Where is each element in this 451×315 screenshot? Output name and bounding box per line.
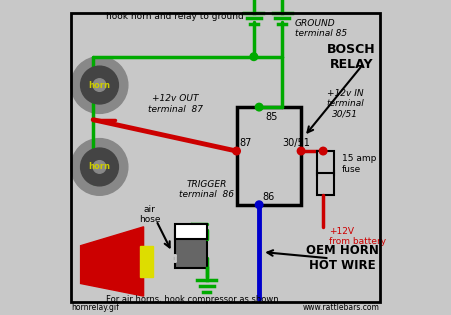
Circle shape [319,147,327,155]
Text: hook horn and relay to ground: hook horn and relay to ground [106,12,244,21]
Bar [175,224,207,239]
Circle shape [93,161,106,173]
Bar [140,246,153,277]
Circle shape [93,79,106,91]
Text: www.rattlebars.com: www.rattlebars.com [303,303,380,312]
Bar [175,230,207,268]
Circle shape [71,57,128,113]
Text: 15 amp
fuse: 15 amp fuse [342,154,377,174]
Text: BOSCH
RELAY: BOSCH RELAY [327,43,376,71]
Text: +12v IN
terminal
30/51: +12v IN terminal 30/51 [327,89,364,119]
Bar [236,107,301,205]
Text: 85: 85 [266,112,278,122]
Circle shape [81,148,119,186]
Text: horn: horn [88,81,110,89]
Text: OEM HORN
HOT WIRE: OEM HORN HOT WIRE [306,244,378,272]
Text: horn: horn [88,163,110,171]
Circle shape [250,53,258,60]
Bar [317,151,334,195]
Text: air
hose: air hose [139,204,161,224]
Circle shape [255,201,263,209]
Text: 30/51: 30/51 [282,138,310,148]
Text: For air horns, hook compressor as shown: For air horns, hook compressor as shown [106,295,278,304]
Text: +12v OUT
terminal  87: +12v OUT terminal 87 [147,94,202,114]
Text: 87: 87 [239,138,252,148]
Polygon shape [81,227,143,296]
Text: GROUND
terminal 85: GROUND terminal 85 [295,19,347,38]
Text: hornrelay.gif: hornrelay.gif [71,303,119,312]
Circle shape [81,66,119,104]
Circle shape [71,139,128,195]
Text: TRIGGER
terminal  86: TRIGGER terminal 86 [179,180,234,199]
Text: 86: 86 [262,192,275,202]
Circle shape [297,147,305,155]
Circle shape [233,147,240,155]
Circle shape [255,103,263,111]
Text: +12V
from battery: +12V from battery [329,227,387,246]
